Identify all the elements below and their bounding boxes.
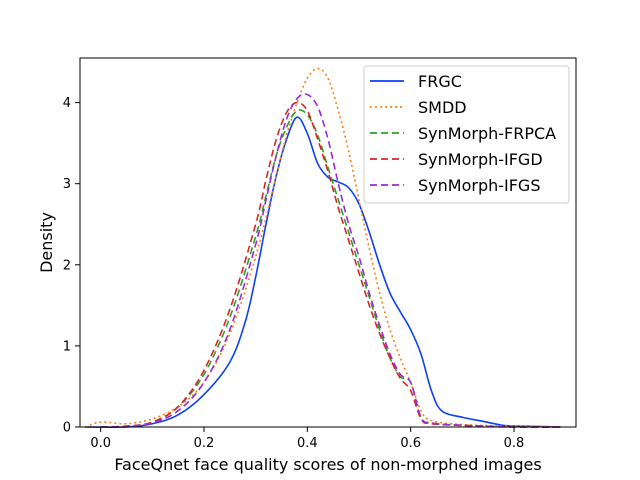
series-line-synmorph-frpca [100, 109, 561, 428]
y-tick-label: 4 [63, 96, 71, 111]
legend-label: SMDD [418, 98, 467, 117]
y-tick-label: 1 [63, 339, 71, 354]
series-line-synmorph-ifgd [100, 101, 561, 428]
y-tick-label: 3 [63, 177, 71, 192]
legend-label: FRGC [418, 72, 462, 91]
y-tick-label: 0 [63, 421, 71, 436]
x-axis: 0.0 0.2 0.4 0.6 0.8 [90, 427, 524, 451]
plot-frame [79, 57, 577, 428]
x-tick-label: 0.6 [400, 436, 421, 451]
legend-label: SynMorph-FRPCA [418, 124, 556, 143]
legend-label: SynMorph-IFGD [418, 150, 543, 169]
plot-lines [84, 67, 561, 429]
legend-box [363, 65, 570, 204]
x-axis-label: FaceQnet face quality scores of non-morp… [114, 455, 541, 474]
series-line-synmorph-ifgs [100, 93, 561, 428]
y-axis: 0 1 2 3 4 [63, 96, 80, 436]
series-line-smdd [84, 67, 561, 428]
y-tick-label: 2 [63, 258, 71, 273]
y-axis-label: Density [37, 212, 56, 273]
x-tick-label: 0.0 [90, 436, 111, 451]
x-tick-label: 0.8 [504, 436, 525, 451]
series-line-frgc [85, 116, 561, 429]
legend-label: SynMorph-IFGS [418, 176, 540, 195]
x-tick-label: 0.4 [297, 436, 318, 451]
x-tick-label: 0.2 [194, 436, 215, 451]
legend: FRGC SMDD SynMorph-FRPCA SynMorph-IFGD SynMo… [363, 65, 570, 204]
